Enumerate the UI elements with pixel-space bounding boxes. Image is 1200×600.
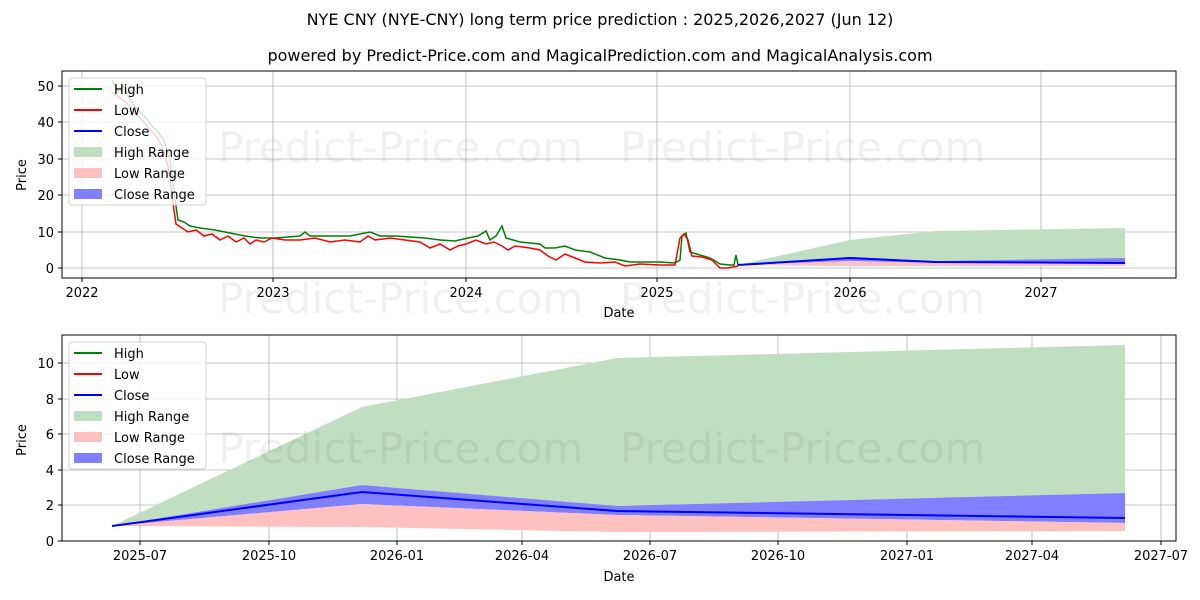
x-axis-label: Date [603, 570, 634, 585]
top-chart: Predict-Price.com Predict-Price.com Pred… [15, 70, 1177, 323]
close-line [111, 490, 1126, 527]
y-tick-label: 10 [37, 226, 54, 241]
y-tick-label: 8 [46, 393, 54, 408]
high-line [111, 79, 739, 266]
y-axis-label: Price [15, 159, 30, 191]
x-tick-label: 2022 [65, 286, 98, 301]
x-tick-label: 2026-07 [623, 549, 677, 564]
x-tick-label: 2025-10 [242, 549, 296, 564]
legend-label-close-range: Close Range [114, 188, 195, 203]
y-tick-label: 2 [46, 499, 54, 514]
watermark: Predict-Price.com [620, 274, 985, 323]
legend-swatch-high-range [74, 411, 102, 421]
x-tick-label: 2026-04 [495, 549, 549, 564]
x-tick-label: 2025 [640, 286, 673, 301]
y-tick-label: 30 [37, 153, 54, 168]
legend-label-low-range: Low Range [114, 167, 185, 182]
x-tick-label: 2025-07 [113, 549, 167, 564]
close-range-area [112, 485, 1125, 526]
legend-label-high-range: High Range [114, 146, 189, 161]
legend-label-low: Low [114, 104, 140, 119]
legend-swatch-low-range [74, 168, 102, 178]
x-tick-label: 2026 [833, 286, 866, 301]
legend-swatch-high-range [74, 147, 102, 157]
y-tick-label: 50 [37, 80, 54, 95]
x-tick-label: 2027 [1024, 286, 1057, 301]
chart-subtitle: powered by Predict-Price.com and Magical… [267, 46, 933, 65]
legend-label-high-range: High Range [114, 410, 189, 425]
low-range-area [112, 504, 1125, 532]
legend-label-high: High [114, 83, 144, 98]
chart-title: NYE CNY (NYE-CNY) long term price predic… [306, 10, 894, 29]
legend-swatch-low-range [74, 432, 102, 442]
x-tick-label: 2026-01 [370, 549, 424, 564]
legend-swatch-close-range [74, 453, 102, 463]
y-tick-label: 0 [46, 535, 54, 550]
legend-label-close: Close [114, 389, 149, 404]
watermark: Predict-Price.com [218, 123, 583, 172]
y-tick-label: 40 [37, 116, 54, 131]
legend-label-low: Low [114, 368, 140, 383]
legend-label-close-range: Close Range [114, 452, 195, 467]
y-tick-label: 20 [37, 189, 54, 204]
high-range-area [112, 345, 1125, 526]
low-line [111, 91, 739, 269]
top-grid [62, 71, 1176, 278]
y-tick-label: 6 [46, 428, 54, 443]
top-legend: High Low Close High Range Low Range Clos… [68, 77, 207, 206]
low-range-area [738, 261, 1125, 266]
x-tick-label: 2023 [256, 286, 289, 301]
legend-label-low-range: Low Range [114, 431, 185, 446]
top-plot-frame [61, 70, 1177, 279]
watermark: Predict-Price.com [620, 123, 985, 172]
y-tick-label: 4 [46, 464, 54, 479]
bottom-plot-frame [61, 334, 1177, 542]
legend-label-close: Close [114, 125, 149, 140]
watermark: Predict-Price.com [218, 424, 583, 473]
y-axis-label: Price [15, 424, 30, 456]
y-tick-label: 10 [37, 357, 54, 372]
bottom-chart: Predict-Price.com Predict-Price.com 0 [15, 334, 1188, 585]
high-range-area [738, 228, 1125, 265]
watermark: Predict-Price.com [218, 274, 583, 323]
x-axis-label: Date [603, 306, 634, 321]
x-tick-label: 2027-04 [1005, 549, 1059, 564]
close-line [737, 256, 1126, 266]
legend-swatch-close-range [74, 189, 102, 199]
x-tick-label: 2027-01 [880, 549, 934, 564]
watermark: Predict-Price.com [620, 424, 985, 473]
legend-label-high: High [114, 347, 144, 362]
x-tick-label: 2024 [449, 286, 482, 301]
x-tick-label: 2026-10 [751, 549, 805, 564]
x-tick-label: 2027-07 [1134, 549, 1188, 564]
bottom-legend: High Low Close High Range Low Range Clos… [68, 341, 207, 470]
y-tick-label: 0 [46, 262, 54, 277]
